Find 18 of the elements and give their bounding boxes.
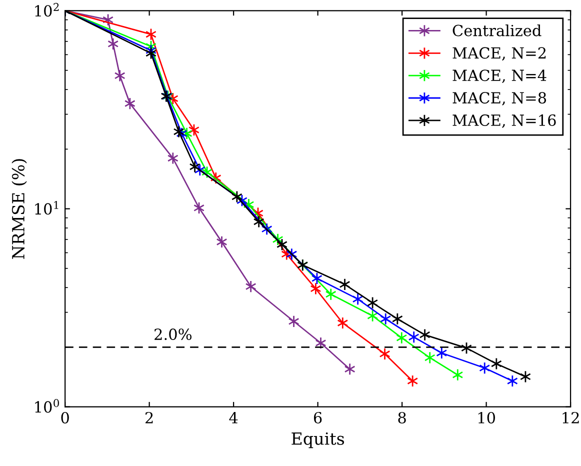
legend-label: MACE, N=16 <box>452 114 556 128</box>
x-tick-label: 10 <box>478 412 496 424</box>
y-tick-label: 10$^{0}$ <box>35 399 59 413</box>
x-tick-label: 8 <box>398 412 406 424</box>
x-tick-label: 2 <box>145 412 153 424</box>
y-tick-label: 10$^{1}$ <box>35 200 58 215</box>
legend-label: MACE, N=2 <box>452 47 546 61</box>
ref-line-label: 2.0% <box>154 328 192 340</box>
x-tick-label: 4 <box>229 412 238 424</box>
legend-label: MACE, N=4 <box>452 70 546 84</box>
x-axis-title: Equits <box>292 432 344 448</box>
legend-label: MACE, N=8 <box>452 92 546 106</box>
x-tick-label: 6 <box>314 412 322 424</box>
x-tick-label: 12 <box>562 412 579 424</box>
y-axis-title: NRMSE (%) <box>12 159 27 259</box>
legend-label: Centralized <box>452 24 542 36</box>
y-tick-label: 10$^{2}$ <box>35 2 59 17</box>
x-tick-label: 0 <box>61 412 69 424</box>
